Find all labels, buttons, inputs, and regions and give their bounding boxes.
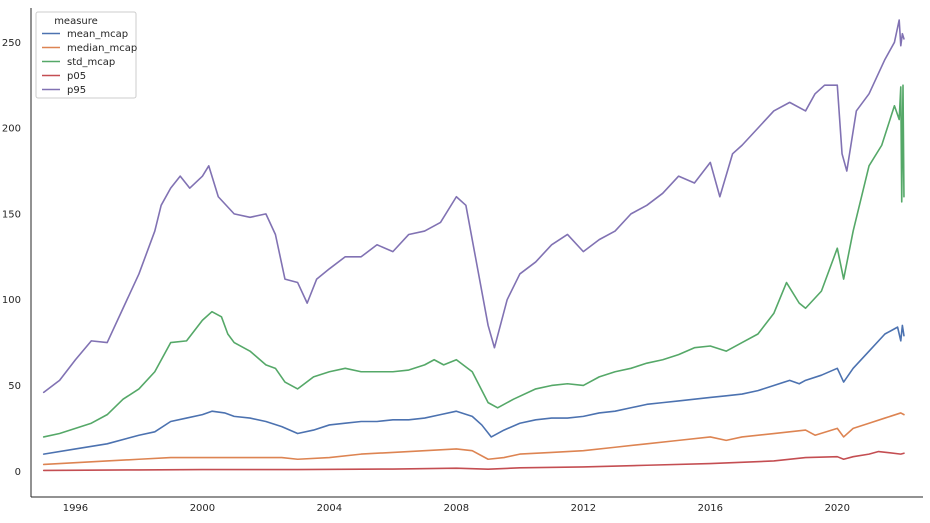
series-line-mean-mcap [42,324,905,455]
legend-label-p05: p05 [67,71,86,82]
y-tick-label: 200 [2,124,21,135]
legend-label-mean-mcap: mean_mcap [67,29,128,40]
series-line-std-mcap [42,84,905,438]
series-lines [42,19,905,472]
y-tick-label: 250 [2,38,21,49]
x-tick-label: 2012 [571,503,596,514]
legend-label-median-mcap: median_mcap [67,43,137,54]
x-tick-label: 2000 [190,503,215,514]
y-tick-label: 150 [2,209,21,220]
legend-title: measure [54,16,98,27]
legend-label-std-mcap: std_mcap [67,57,115,68]
y-tick-label: 50 [8,381,21,392]
axes: 0 50 100 150 200 250 1996 2000 2004 2008 2012 2016 2… [2,8,923,514]
y-tick-label: 0 [15,467,21,478]
legend-label-p95: p95 [67,85,86,96]
x-tick-label: 2004 [317,503,342,514]
series-line-median-mcap [42,412,905,466]
legend: measure mean_mcap median_mcap std_mcap p05 p9… [35,11,137,99]
series-line-p05 [42,450,905,472]
x-tick-label: 2016 [698,503,723,514]
x-tick-label: 1996 [63,503,88,514]
y-tick-label: 100 [2,295,21,306]
legend-box [35,11,137,99]
x-tick-label: 2008 [444,503,469,514]
x-tick-label: 2020 [825,503,850,514]
series-line-p95 [42,19,905,394]
